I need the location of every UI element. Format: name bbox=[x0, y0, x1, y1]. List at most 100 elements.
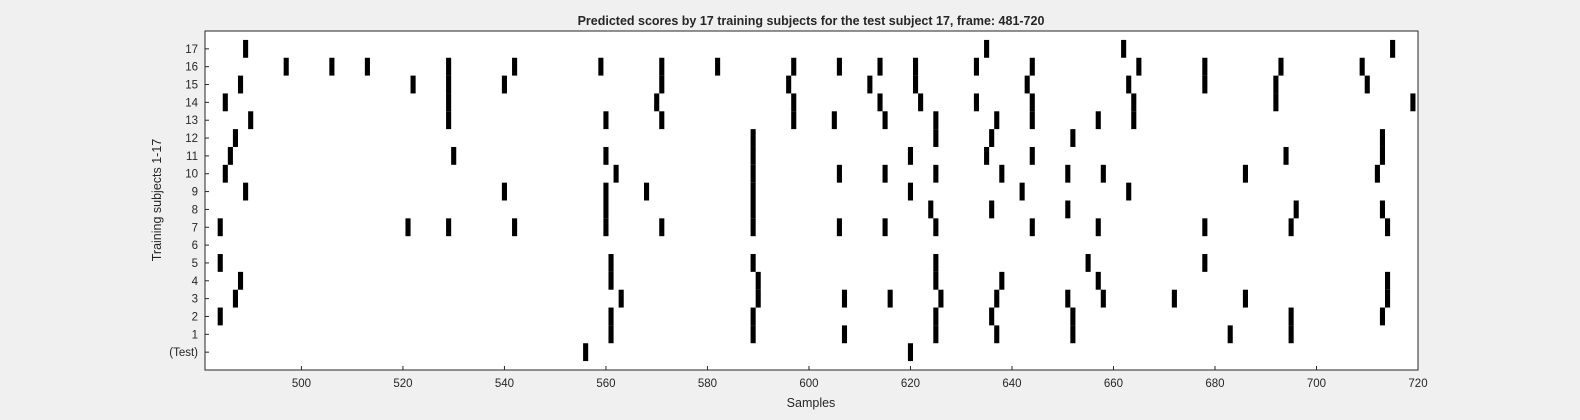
raster-mark bbox=[1121, 39, 1127, 58]
raster-mark bbox=[1126, 182, 1132, 201]
raster-marks bbox=[217, 39, 1416, 362]
y-tick-label: 17 bbox=[185, 44, 198, 56]
raster-mark bbox=[1242, 289, 1248, 308]
raster-mark bbox=[1029, 57, 1035, 76]
raster-mark bbox=[973, 93, 979, 112]
raster-mark bbox=[999, 164, 1005, 183]
y-tick-label: 5 bbox=[192, 258, 198, 270]
raster-mark bbox=[1288, 307, 1294, 326]
raster-mark bbox=[1364, 75, 1370, 94]
raster-mark bbox=[603, 146, 609, 165]
raster-mark bbox=[933, 325, 939, 344]
raster-mark bbox=[1171, 289, 1177, 308]
x-tick-label: 520 bbox=[393, 378, 412, 390]
raster-mark bbox=[1273, 93, 1279, 112]
raster-mark bbox=[877, 57, 883, 76]
raster-mark bbox=[446, 57, 452, 76]
y-tick-label: 4 bbox=[192, 276, 199, 288]
raster-mark bbox=[933, 271, 939, 290]
raster-mark bbox=[644, 182, 650, 201]
raster-mark bbox=[237, 75, 244, 94]
raster-mark bbox=[232, 289, 238, 308]
y-tick-label: 16 bbox=[185, 62, 198, 74]
raster-mark bbox=[1029, 111, 1035, 130]
x-tick-label: 600 bbox=[799, 378, 818, 390]
raster-mark bbox=[1136, 57, 1142, 76]
raster-mark bbox=[836, 218, 842, 237]
raster-mark bbox=[1019, 182, 1025, 201]
raster-mark bbox=[933, 254, 939, 272]
raster-mark bbox=[836, 57, 842, 76]
raster-mark bbox=[1202, 218, 1208, 237]
raster-mark bbox=[659, 57, 665, 76]
raster-mark bbox=[1242, 164, 1248, 183]
y-tick-label: 6 bbox=[192, 240, 198, 252]
raster-mark bbox=[750, 307, 756, 326]
raster-mark bbox=[608, 254, 614, 272]
x-tick-label: 640 bbox=[1002, 378, 1021, 390]
raster-mark bbox=[329, 57, 335, 76]
x-tick-label: 700 bbox=[1307, 378, 1326, 390]
raster-mark bbox=[283, 57, 289, 76]
raster-mark bbox=[791, 57, 797, 76]
raster-mark bbox=[1359, 57, 1365, 76]
raster-mark bbox=[791, 111, 797, 130]
raster-mark bbox=[364, 57, 370, 76]
y-tick-label: 12 bbox=[185, 133, 198, 145]
raster-mark bbox=[1379, 129, 1386, 147]
chart-title: Predicted scores by 17 training subjects… bbox=[578, 14, 1045, 28]
raster-mark bbox=[750, 254, 756, 272]
raster-mark bbox=[1095, 271, 1101, 290]
raster-mark bbox=[1283, 146, 1289, 165]
raster-mark bbox=[217, 307, 223, 326]
raster-mark bbox=[1379, 200, 1386, 219]
raster-mark bbox=[791, 93, 797, 112]
raster-mark bbox=[912, 57, 919, 76]
raster-mark bbox=[1288, 325, 1294, 344]
raster-mark bbox=[867, 75, 873, 94]
raster-mark bbox=[1070, 325, 1076, 344]
raster-mark bbox=[715, 57, 721, 76]
raster-mark bbox=[598, 57, 604, 76]
raster-mark bbox=[989, 200, 995, 219]
raster-mark bbox=[999, 271, 1005, 290]
raster-mark bbox=[1374, 164, 1380, 183]
raster-mark bbox=[603, 111, 609, 130]
raster-mark bbox=[841, 325, 848, 344]
raster-mark bbox=[933, 129, 939, 147]
raster-mark bbox=[451, 146, 457, 165]
raster-mark bbox=[618, 289, 624, 308]
raster-mark bbox=[1273, 75, 1279, 94]
raster-mark bbox=[1202, 57, 1208, 76]
raster-mark bbox=[608, 325, 614, 344]
raster-mark bbox=[405, 218, 411, 237]
raster-mark bbox=[1024, 75, 1030, 94]
raster-mark bbox=[933, 164, 939, 183]
raster-mark bbox=[512, 57, 518, 76]
raster-mark bbox=[912, 75, 919, 94]
raster-mark bbox=[222, 93, 228, 112]
y-tick-label: 15 bbox=[185, 80, 198, 92]
raster-mark bbox=[243, 182, 249, 201]
raster-mark bbox=[918, 93, 924, 112]
raster-mark bbox=[1095, 111, 1101, 130]
plot-frame bbox=[204, 30, 1419, 371]
raster-mark bbox=[1379, 146, 1386, 165]
raster-mark bbox=[659, 111, 665, 130]
x-tick-label: 540 bbox=[495, 378, 514, 390]
raster-mark bbox=[603, 200, 609, 219]
raster-mark bbox=[1379, 307, 1386, 326]
raster-mark bbox=[750, 164, 756, 183]
raster-mark bbox=[1385, 218, 1391, 237]
raster-mark bbox=[603, 218, 609, 237]
raster-mark bbox=[446, 75, 452, 94]
raster-mark bbox=[659, 218, 665, 237]
x-tick-label: 720 bbox=[1408, 378, 1427, 390]
raster-mark bbox=[750, 129, 756, 147]
raster-mark bbox=[1227, 325, 1233, 344]
raster-mark bbox=[938, 289, 944, 308]
raster-mark bbox=[1131, 93, 1137, 112]
raster-mark bbox=[877, 93, 883, 112]
x-axis-ticks: 500 520 540 560 580 600 620 640 660 680 700 720 bbox=[292, 366, 1428, 390]
